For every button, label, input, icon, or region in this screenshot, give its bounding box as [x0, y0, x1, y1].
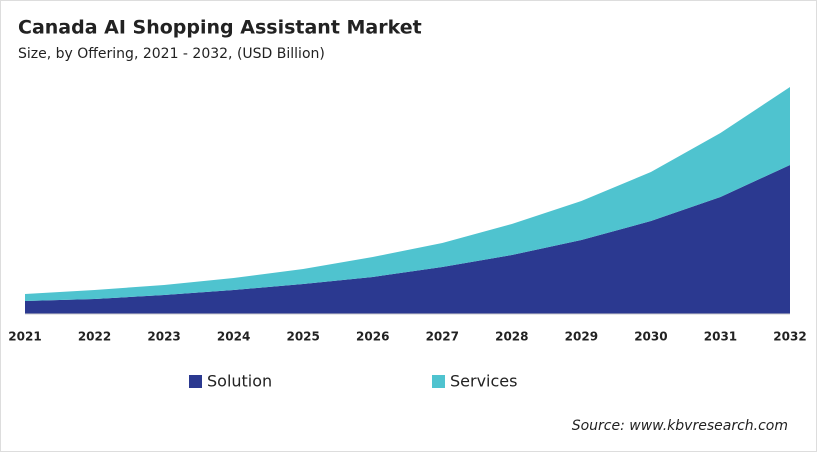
- chart-title: Canada AI Shopping Assistant Market: [18, 17, 422, 39]
- x-tick-label: 2025: [286, 330, 319, 344]
- x-tick-label: 2032: [773, 330, 806, 344]
- legend-label: Services: [450, 372, 517, 391]
- area: [25, 165, 790, 314]
- area: [25, 87, 790, 301]
- legend-swatch: [432, 375, 445, 388]
- x-tick-label: 2022: [78, 330, 111, 344]
- x-tick-label: 2026: [356, 330, 389, 344]
- source: Source: www.kbvresearch.com: [572, 418, 788, 434]
- x-tick-label: 2029: [565, 330, 598, 344]
- chart-subtitle: Size, by Offering, 2021 - 2032, (USD Bil…: [18, 46, 325, 62]
- x-tick-label: 2028: [495, 330, 528, 344]
- x-tick-label: 2030: [634, 330, 667, 344]
- x-tick-label: 2021: [8, 330, 41, 344]
- legend-swatch: [189, 375, 202, 388]
- x-tick-label: 2024: [217, 330, 250, 344]
- x-tick-label: 2031: [704, 330, 737, 344]
- x-tick-label: 2023: [147, 330, 180, 344]
- x-tick-label: 2027: [426, 330, 459, 344]
- legend-label: Solution: [207, 372, 272, 391]
